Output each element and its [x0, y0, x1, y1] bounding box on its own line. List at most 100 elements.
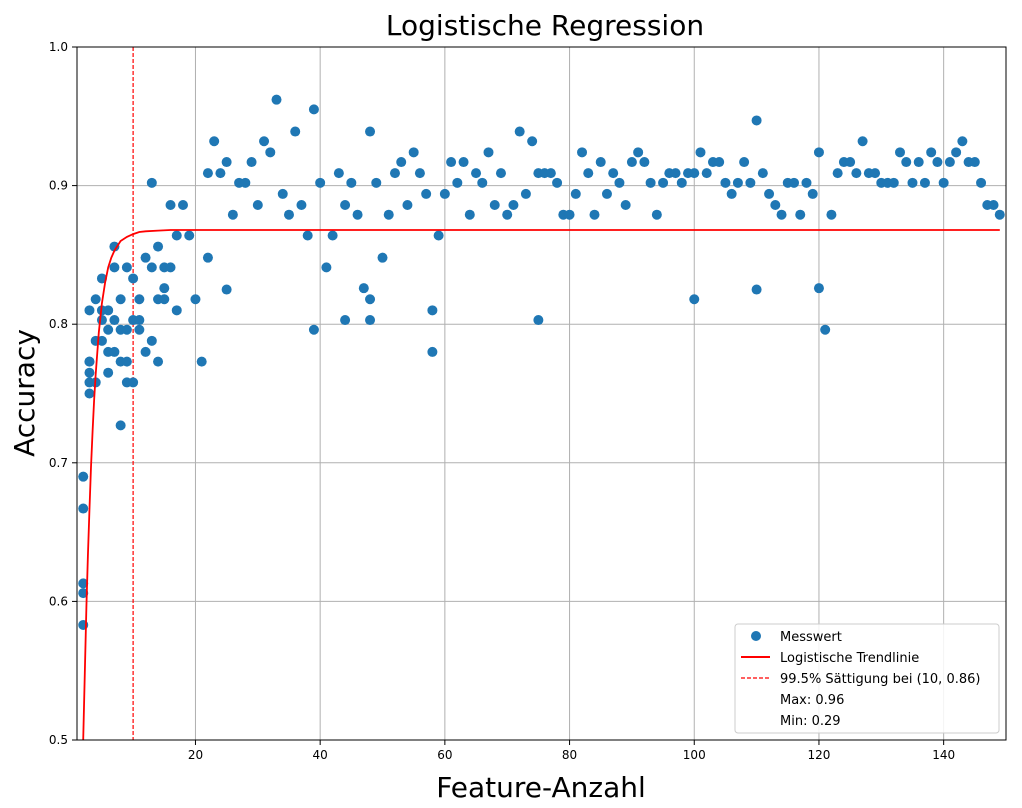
data-point [146, 262, 157, 273]
data-point [315, 177, 326, 188]
data-point [377, 252, 388, 263]
data-point [813, 283, 824, 294]
data-point [489, 200, 500, 211]
legend-label-messwert: Messwert [780, 630, 842, 645]
data-point [414, 168, 425, 179]
data-point [159, 283, 170, 294]
data-point [701, 168, 712, 179]
data-point [926, 147, 937, 158]
data-point [633, 147, 644, 158]
data-point [464, 209, 475, 220]
data-point [589, 209, 600, 220]
data-point [389, 168, 400, 179]
data-point [888, 177, 899, 188]
data-point [115, 294, 126, 305]
data-point [689, 168, 700, 179]
data-point [502, 209, 513, 220]
data-point [184, 230, 195, 241]
data-point [84, 367, 95, 378]
data-point [159, 294, 170, 305]
data-point [333, 168, 344, 179]
data-point [938, 177, 949, 188]
data-point [408, 147, 419, 158]
data-point [240, 177, 251, 188]
data-point [84, 305, 95, 316]
data-point [545, 168, 556, 179]
data-point [739, 157, 750, 168]
data-point [520, 188, 531, 199]
data-point [944, 157, 955, 168]
data-point [128, 377, 139, 388]
data-point [340, 200, 351, 211]
data-point [221, 284, 232, 295]
x-tick-label: 140 [932, 748, 955, 762]
data-point [751, 284, 762, 295]
data-point [383, 209, 394, 220]
data-point [121, 356, 132, 367]
data-point [795, 209, 806, 220]
data-point [427, 346, 438, 357]
data-point [552, 177, 563, 188]
data-point [140, 346, 151, 357]
data-point [128, 273, 139, 284]
data-point [352, 209, 363, 220]
data-point [246, 157, 257, 168]
data-point [495, 168, 506, 179]
data-point [527, 136, 538, 147]
data-point [265, 147, 276, 158]
data-point [969, 157, 980, 168]
x-tick-label: 120 [807, 748, 830, 762]
y-tick-label: 0.7 [49, 456, 68, 470]
y-tick-label: 1.0 [49, 40, 68, 54]
data-point [645, 177, 656, 188]
data-point [776, 209, 787, 220]
data-point [215, 168, 226, 179]
data-point [365, 315, 376, 326]
data-point [757, 168, 768, 179]
data-point [857, 136, 868, 147]
y-tick-label: 0.8 [49, 317, 68, 331]
data-point [78, 471, 89, 482]
data-point [90, 294, 101, 305]
data-point [277, 188, 288, 199]
data-point [658, 177, 669, 188]
data-point [115, 420, 126, 431]
data-point [651, 209, 662, 220]
data-point [365, 126, 376, 137]
data-point [84, 356, 95, 367]
data-point [196, 356, 207, 367]
data-point [283, 209, 294, 220]
data-point [290, 126, 301, 137]
data-point [177, 200, 188, 211]
scatter-points [78, 94, 1005, 630]
data-point [190, 294, 201, 305]
data-point [595, 157, 606, 168]
data-point [670, 168, 681, 179]
data-point [209, 136, 220, 147]
data-point [308, 324, 319, 335]
data-point [427, 305, 438, 316]
data-point [421, 188, 432, 199]
data-point [919, 177, 930, 188]
data-point [732, 177, 743, 188]
data-point [714, 157, 725, 168]
x-tick-label: 40 [313, 748, 328, 762]
data-point [801, 177, 812, 188]
data-point [452, 177, 463, 188]
data-point [140, 252, 151, 263]
data-point [78, 503, 89, 514]
x-axis-label: Feature-Anzahl [436, 771, 646, 804]
data-point [78, 588, 89, 599]
data-point [895, 147, 906, 158]
data-point [626, 157, 637, 168]
data-point [564, 209, 575, 220]
y-tick-label: 0.9 [49, 179, 68, 193]
x-axis-ticks: 20 40 60 80 100 120 140 [188, 740, 955, 762]
x-tick-label: 60 [437, 748, 452, 762]
data-point [608, 168, 619, 179]
trend-layer [82, 229, 1000, 741]
data-point [134, 324, 145, 335]
data-point [508, 200, 519, 211]
data-point [346, 177, 357, 188]
data-point [340, 315, 351, 326]
